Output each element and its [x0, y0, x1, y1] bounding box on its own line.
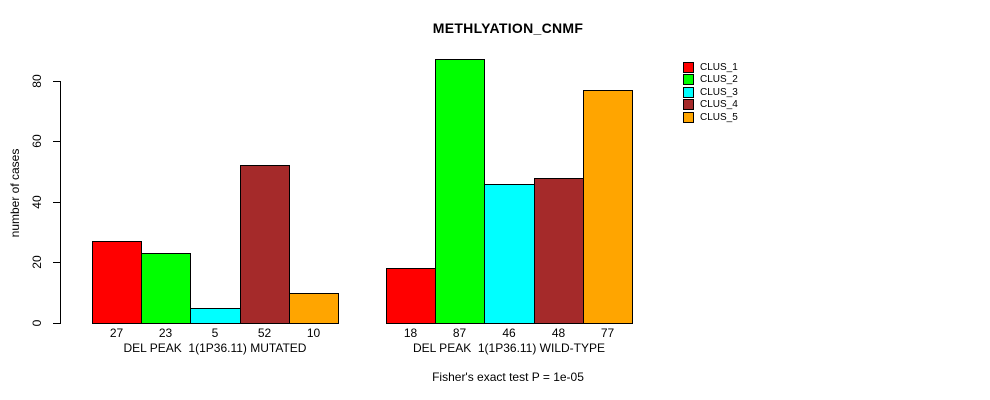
y-tick-mark: [53, 81, 61, 82]
legend: CLUS_1 CLUS_2 CLUS_3 CLUS_4 CLUS_5: [683, 61, 738, 124]
bar-value-label: 27: [109, 326, 124, 340]
bar-value-label: 48: [551, 326, 566, 340]
annotation-text: Fisher's exact test P = 1e-05: [432, 370, 584, 384]
bar-value-label: 87: [452, 326, 467, 340]
y-axis-label: number of cases: [8, 148, 22, 238]
bar-clus_1: [92, 241, 142, 324]
y-tick-label: 20: [30, 255, 44, 269]
bar-clus_4: [240, 165, 290, 324]
bar-clus_3: [190, 308, 241, 324]
bar-value-label: 23: [158, 326, 173, 340]
bar-clus_3: [484, 184, 535, 324]
legend-color-swatch: [683, 61, 694, 73]
y-tick-label: 40: [30, 195, 44, 209]
bar-clus_2: [141, 253, 191, 324]
bar-clus_1: [386, 268, 436, 324]
legend-label: CLUS_1: [700, 61, 738, 73]
bar-value-label: 5: [211, 326, 219, 340]
bar-clus_2: [435, 59, 485, 324]
bar-clus_4: [534, 178, 584, 324]
legend-label: CLUS_5: [700, 111, 738, 123]
group-axis-label: DEL PEAK 1(1P36.11) MUTATED: [123, 341, 307, 355]
y-tick-mark: [53, 262, 61, 263]
bar-value-label: 52: [257, 326, 272, 340]
y-tick-mark: [53, 323, 61, 324]
legend-label: CLUS_2: [700, 74, 738, 86]
bar-value-label: 10: [306, 326, 321, 340]
y-tick-label: 80: [30, 74, 44, 88]
legend-label: CLUS_3: [700, 86, 738, 98]
legend-item: CLUS_5: [683, 111, 738, 124]
bar-value-label: 46: [502, 326, 516, 340]
legend-color-swatch: [683, 74, 694, 86]
legend-color-swatch: [683, 111, 694, 123]
legend-item: CLUS_3: [683, 86, 738, 99]
y-tick-label: 60: [30, 134, 44, 148]
bar-value-label: 18: [403, 326, 418, 340]
y-tick-label: 0: [30, 319, 44, 327]
group-axis-label: DEL PEAK 1(1P36.11) WILD-TYPE: [412, 341, 606, 355]
bar-value-label: 77: [600, 326, 615, 340]
legend-item: CLUS_4: [683, 99, 738, 112]
legend-item: CLUS_2: [683, 74, 738, 87]
chart-title: METHLYATION_CNMF: [432, 20, 584, 36]
legend-item: CLUS_1: [683, 61, 738, 74]
legend-color-swatch: [683, 86, 694, 98]
legend-label: CLUS_4: [700, 99, 738, 111]
bar-clus_5: [583, 90, 633, 324]
y-tick-mark: [53, 141, 61, 142]
bar-clus_5: [289, 293, 339, 324]
legend-color-swatch: [683, 99, 694, 111]
y-tick-mark: [53, 202, 61, 203]
